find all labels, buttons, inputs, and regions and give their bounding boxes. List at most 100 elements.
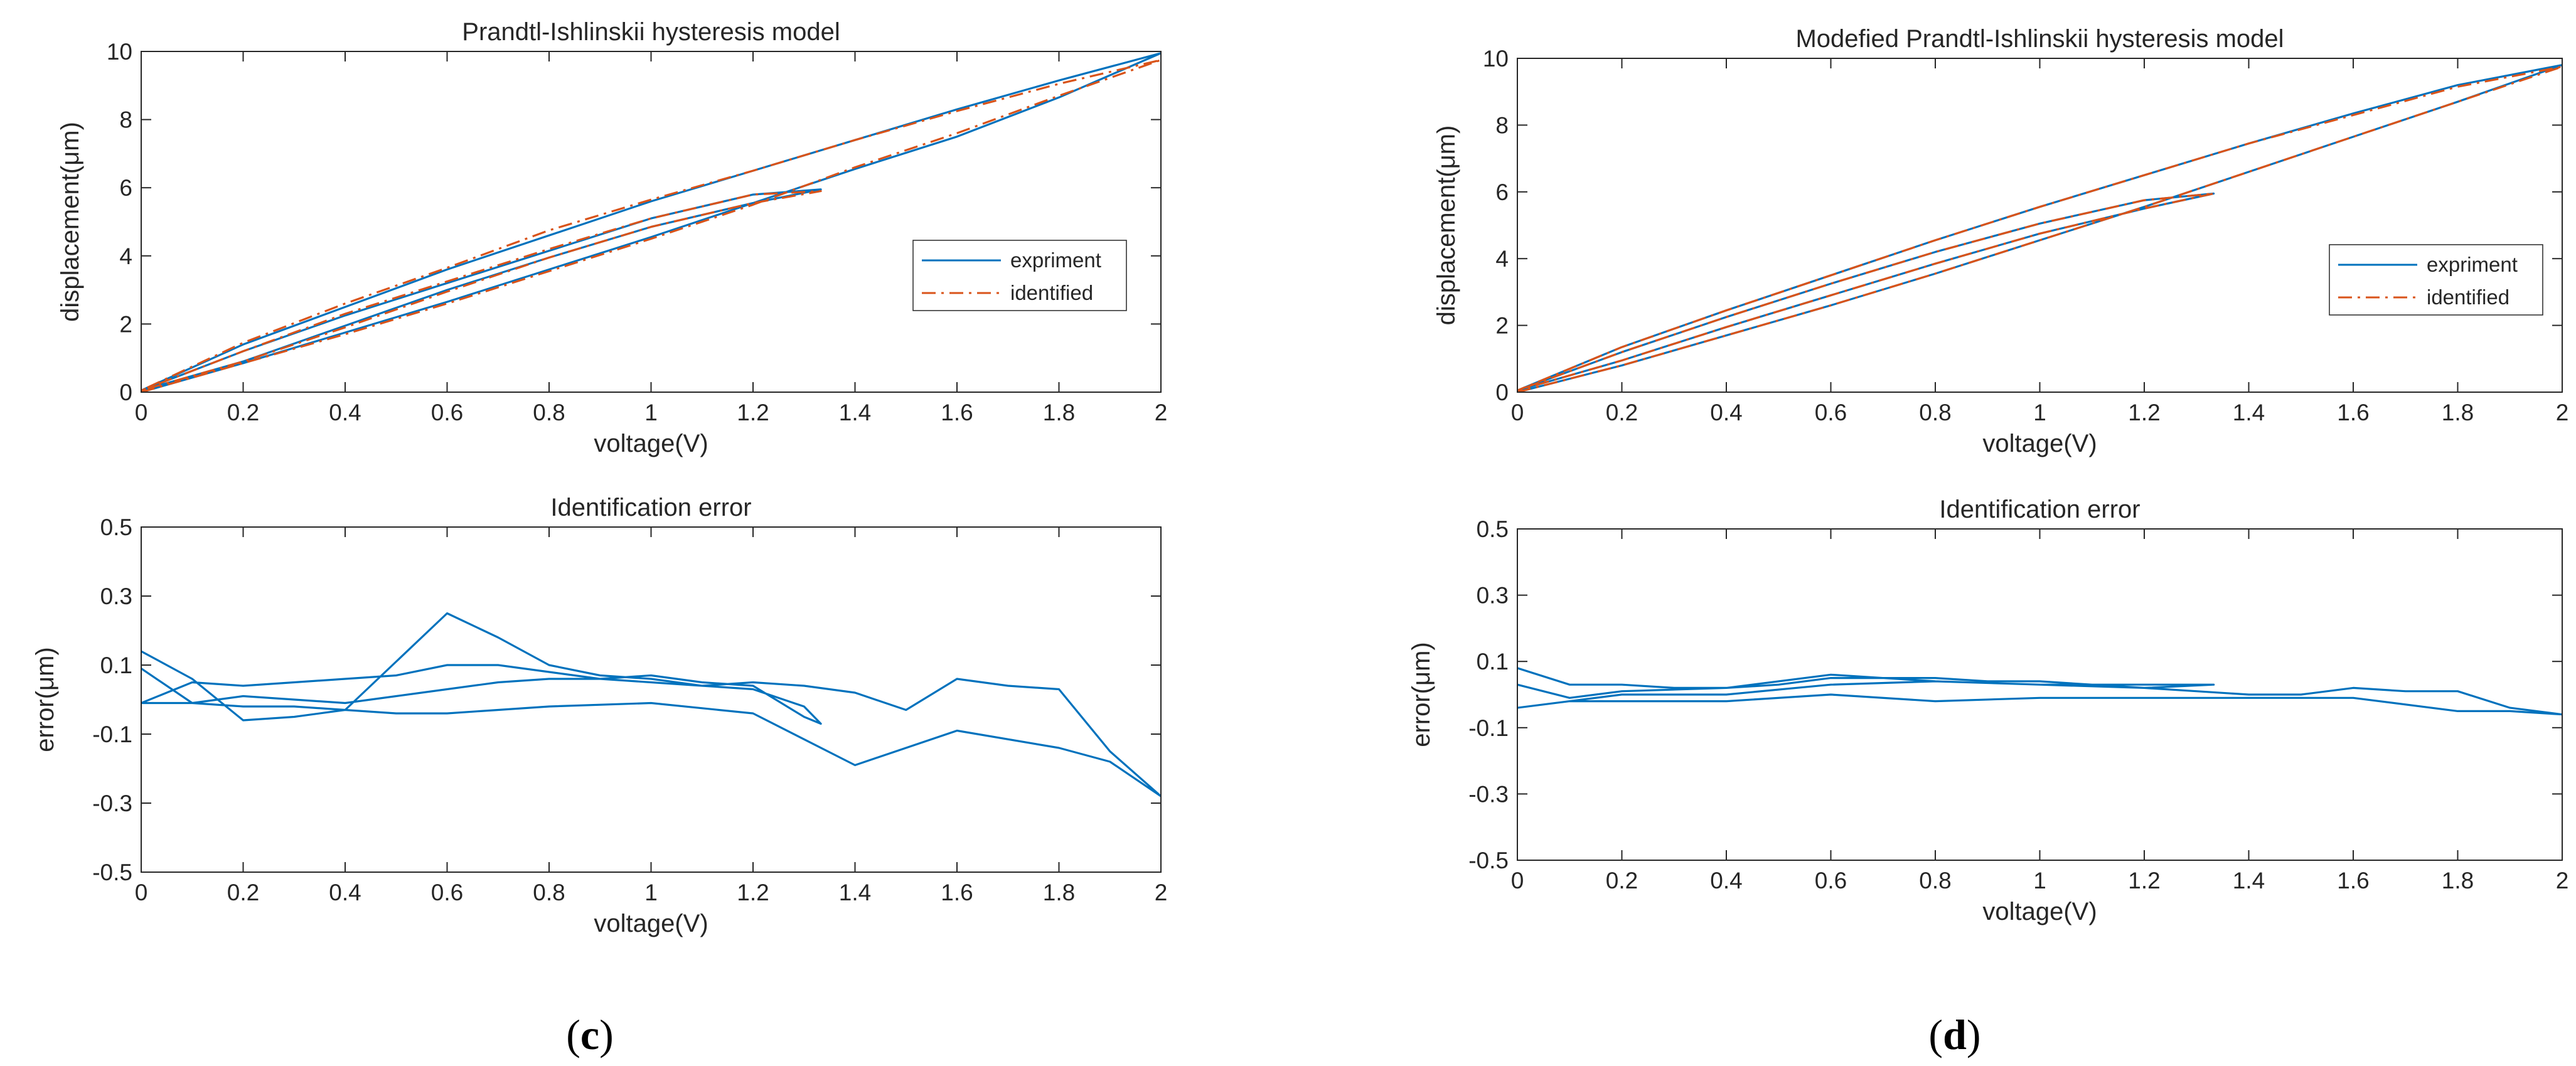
legend-label-identified: identified	[1010, 281, 1093, 304]
y-tick-label: 8	[119, 107, 132, 133]
x-tick-label: 1.2	[2128, 400, 2160, 425]
x-tick-label: 0.8	[1919, 868, 1951, 893]
x-tick-label: 0.6	[431, 880, 463, 905]
x-tick-label: 1.4	[839, 400, 871, 425]
x-tick-label: 0.6	[431, 400, 463, 425]
x-axis-label: voltage(V)	[594, 910, 708, 937]
y-tick-label: 0	[1495, 380, 1509, 405]
panel-c-bottom-chart: 0 0.2 0.4 0.6 0.8 1 1.2 1.4 1.6 1.8 2 -0.5 -0.3 -0.1 0…	[31, 494, 1167, 937]
y-tick-label: -0.1	[92, 722, 132, 747]
x-axis-label: voltage(V)	[1982, 430, 2097, 457]
y-tick-label: -0.1	[1468, 715, 1509, 741]
series-line-identified	[1517, 65, 2562, 392]
y-tick-label: 0.5	[100, 514, 132, 540]
panel-d-bottom-chart: 0 0.2 0.4 0.6 0.8 1 1.2 1.4 1.6 1.8 2 -0.5 -0.3 -0.1 0…	[1408, 496, 2568, 925]
x-tick-label: 0.4	[329, 880, 361, 905]
x-tick-label: 0.2	[1606, 868, 1638, 893]
y-tick-label: 0.3	[1477, 583, 1509, 609]
caption-d: (d)	[1928, 1011, 1980, 1058]
x-tick-label: 0.8	[533, 400, 565, 425]
x-axis-label: voltage(V)	[1982, 898, 2097, 925]
series-group	[141, 52, 1161, 392]
x-tick-label: 1	[644, 880, 658, 905]
x-tick-label: 0.8	[533, 880, 565, 905]
x-tick-label: 1.8	[1043, 880, 1075, 905]
x-tick-label: 0.8	[1919, 400, 1951, 425]
x-tick-label: 1.8	[1043, 400, 1075, 425]
y-axis-label: displacement(μm)	[56, 122, 84, 322]
y-tick-label: 2	[1495, 313, 1509, 339]
y-tick-label: -0.5	[92, 860, 132, 885]
y-tick-label: 4	[119, 243, 132, 269]
y-tick-label: 0.5	[1477, 516, 1509, 542]
chart-title: Modefied Prandtl-Ishlinskii hysteresis m…	[1795, 25, 2284, 53]
legend: expriment identified	[2329, 244, 2543, 316]
y-tick-label: 2	[119, 311, 132, 337]
x-tick-label: 1.2	[737, 400, 769, 425]
chart-title: Prandtl-Ishlinskii hysteresis model	[462, 18, 840, 46]
x-tick-label: 1.2	[737, 880, 769, 905]
chart-title: Identification error	[550, 494, 751, 521]
x-tick-label: 0.4	[1710, 868, 1742, 893]
legend-label-identified: identified	[2427, 285, 2509, 309]
panel-d-top-chart: 0 0.2 0.4 0.6 0.8 1 1.2 1.4 1.6 1.8 2 0 2 4 6 8 10 Modefi…	[1433, 25, 2568, 457]
x-tick-label: 0	[1511, 868, 1524, 893]
legend-box	[2329, 244, 2543, 316]
y-tick-label: 0	[119, 380, 132, 405]
x-tick-label: 0.6	[1815, 400, 1847, 425]
x-tick-label: 1.4	[2233, 868, 2265, 893]
legend-label-expriment: expriment	[2427, 253, 2518, 276]
legend-box	[912, 240, 1127, 311]
plot-area	[141, 527, 1161, 872]
x-tick-label: 1	[2033, 868, 2046, 893]
plot-area	[1517, 58, 2562, 392]
x-tick-label: 1	[2033, 400, 2046, 425]
x-tick-label: 2	[1155, 880, 1168, 905]
y-tick-label: -0.5	[1468, 848, 1509, 873]
y-tick-label: 6	[119, 175, 132, 201]
x-tick-label: 0.2	[227, 880, 259, 905]
x-axis-label: voltage(V)	[594, 430, 708, 457]
chart-title: Identification error	[1939, 496, 2140, 523]
y-tick-label: -0.3	[92, 791, 132, 816]
y-axis-label: error(μm)	[1408, 642, 1435, 747]
series-line-error	[1517, 667, 2562, 716]
x-tick-label: 0.6	[1815, 868, 1847, 893]
x-tick-label: 1.4	[2233, 400, 2265, 425]
x-tick-label: 2	[1155, 400, 1168, 425]
x-tick-label: 1	[644, 400, 658, 425]
panel-c-top-chart: 0 0.2 0.4 0.6 0.8 1 1.2 1.4 1.6 1.8 2 0 2 4 6 8 10 Prandt…	[56, 18, 1167, 457]
y-tick-label: 0.1	[1477, 649, 1509, 674]
caption-c: (c)	[566, 1011, 614, 1058]
x-tick-label: 2	[2556, 868, 2569, 893]
series-group	[1517, 667, 2562, 716]
legend: expriment identified	[912, 240, 1127, 311]
series-line-error	[141, 612, 1161, 797]
x-tick-label: 0.4	[1710, 400, 1742, 425]
x-tick-label: 0.2	[1606, 400, 1638, 425]
x-tick-label: 1.6	[2337, 400, 2369, 425]
y-tick-label: 10	[107, 39, 132, 65]
x-tick-label: 1.8	[2442, 868, 2474, 893]
x-tick-label: 0.2	[227, 400, 259, 425]
x-tick-label: 1.8	[2442, 400, 2474, 425]
x-tick-label: 0.4	[329, 400, 361, 425]
x-tick-label: 1.6	[941, 400, 973, 425]
y-tick-label: 4	[1495, 246, 1509, 272]
x-tick-label: 0	[1511, 400, 1524, 425]
y-tick-label: 8	[1495, 112, 1509, 138]
y-axis-label: error(μm)	[31, 647, 59, 752]
y-tick-label: -0.3	[1468, 781, 1509, 807]
series-group	[1517, 63, 2562, 392]
series-line-identified	[141, 58, 1161, 392]
y-axis-label: displacement(μm)	[1433, 125, 1460, 326]
x-tick-label: 0	[135, 880, 148, 905]
series-group	[141, 612, 1161, 797]
x-tick-label: 0	[135, 400, 148, 425]
x-tick-label: 1.4	[839, 880, 871, 905]
legend-label-expriment: expriment	[1010, 248, 1101, 272]
y-tick-label: 6	[1495, 179, 1509, 205]
x-tick-label: 2	[2556, 400, 2569, 425]
y-tick-label: 0.1	[100, 653, 132, 678]
